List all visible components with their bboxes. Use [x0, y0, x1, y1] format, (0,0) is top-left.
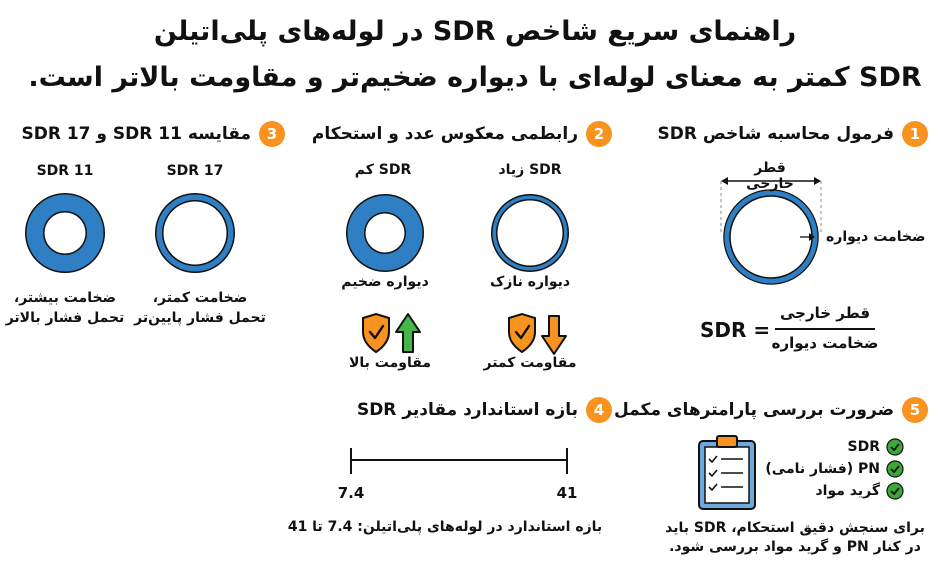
- formula-fraction-bar: [775, 328, 875, 330]
- check-circle-icon: [886, 460, 904, 478]
- checklist-label: PN (فشار نامی): [765, 461, 880, 477]
- section-5-header: 5 ضرورت بررسی پارامترهای مکمل: [614, 397, 928, 423]
- high-resistance-label: مقاومت بالا: [348, 355, 431, 371]
- section-1-pipe-diagram: [720, 177, 822, 285]
- pipe-outline-inner: [729, 195, 813, 279]
- sdr11-desc-line2: تحمل فشار بالاتر: [5, 310, 125, 326]
- range-caption: بازه استاندارد در لوله‌های پلی‌اتیلن: 7.…: [287, 519, 603, 535]
- sdr11-pipe: [25, 193, 105, 273]
- formula-denominator: ضخامت دیواره: [771, 334, 879, 352]
- formula-lhs: SDR =: [700, 318, 771, 342]
- sdr17-pipe: [155, 193, 235, 273]
- checklist-item: SDR: [765, 438, 904, 456]
- section-3-badge: 3: [259, 121, 285, 147]
- check-circle-icon: [886, 482, 904, 500]
- page-title: راهنمای سریع شاخص SDR در لوله‌های پلی‌ات…: [153, 16, 797, 47]
- arrow-up-icon: [395, 313, 421, 353]
- section-2-badge: 2: [586, 121, 612, 147]
- pipe-outline-outer: [723, 189, 819, 285]
- range-max-label: 41: [556, 484, 578, 502]
- section-1-header: 1 فرمول محاسبه شاخص SDR: [657, 121, 928, 147]
- parameter-checklist: SDR PN (فشار نامی) گرید مواد: [765, 438, 904, 500]
- outer-diameter-label: قطر خارجی: [746, 160, 794, 192]
- sdr17-desc-line2: تحمل فشار پایین‌تر: [134, 310, 266, 326]
- clipboard-icon: [698, 435, 756, 510]
- high-sdr-label: SDR زیاد: [498, 162, 562, 178]
- section-5-badge: 5: [902, 397, 928, 423]
- sdr-range-scale: [350, 448, 568, 474]
- check-circle-icon: [886, 438, 904, 456]
- section-3-header: 3 مقایسه SDR 11 و SDR 17: [21, 121, 285, 147]
- high-sdr-wall-label: دیواره نازک: [489, 274, 571, 290]
- dimension-arrow-right: [814, 177, 821, 185]
- range-min-label: 7.4: [337, 484, 365, 502]
- wall-thickness-label: ضخامت دیواره: [826, 229, 926, 245]
- low-resistance-label: مقاومت کمتر: [483, 355, 577, 371]
- checklist-label: SDR: [847, 439, 880, 455]
- checklist-item: گرید مواد: [765, 482, 904, 500]
- sdr17-desc-line1: ضخامت کمتر،: [152, 290, 248, 306]
- section-4-header: 4 بازه استاندارد مقادیر SDR: [357, 397, 612, 423]
- section-4-badge: 4: [586, 397, 612, 423]
- section-2-title: رابطمی معکوس عدد و استحکام: [311, 124, 578, 144]
- wall-arrow-head: [809, 233, 815, 241]
- low-sdr-label: SDR کم: [354, 162, 412, 178]
- high-sdr-pipe: [491, 194, 569, 272]
- formula-numerator: قطر خارجی: [779, 304, 871, 322]
- shield-icon: [362, 312, 390, 354]
- section-3-title: مقایسه SDR 11 و SDR 17: [21, 124, 251, 144]
- section-5-note-line1: برای سنجش دقیق استحکام، SDR باید: [665, 520, 925, 536]
- shield-icon: [508, 312, 536, 354]
- sdr11-label: SDR 11: [36, 163, 94, 179]
- low-sdr-wall-label: دیواره ضخیم: [341, 274, 429, 290]
- section-5-title: ضرورت بررسی پارامترهای مکمل: [613, 400, 894, 420]
- section-4-title: بازه استاندارد مقادیر SDR: [356, 400, 578, 420]
- section-5-note-line2: در کنار PN و گرید مواد بررسی شود.: [669, 539, 921, 555]
- high-resistance-icons: [362, 312, 421, 354]
- checklist-label: گرید مواد: [815, 483, 881, 499]
- section-2-header: 2 رابطمی معکوس عدد و استحکام: [312, 121, 612, 147]
- dimension-arrow-left: [721, 177, 728, 185]
- sdr17-label: SDR 17: [166, 163, 224, 179]
- low-resistance-icons: [508, 312, 567, 355]
- section-1-badge: 1: [902, 121, 928, 147]
- section-1-title: فرمول محاسبه شاخص SDR: [657, 124, 894, 144]
- page-subtitle: SDR کمتر به معنای لوله‌ای با دیواره ضخیم…: [28, 62, 922, 93]
- sdr11-desc-line1: ضخامت بیشتر،: [13, 290, 117, 306]
- low-sdr-pipe: [346, 194, 424, 272]
- checklist-item: PN (فشار نامی): [765, 460, 904, 478]
- arrow-down-icon: [541, 315, 567, 355]
